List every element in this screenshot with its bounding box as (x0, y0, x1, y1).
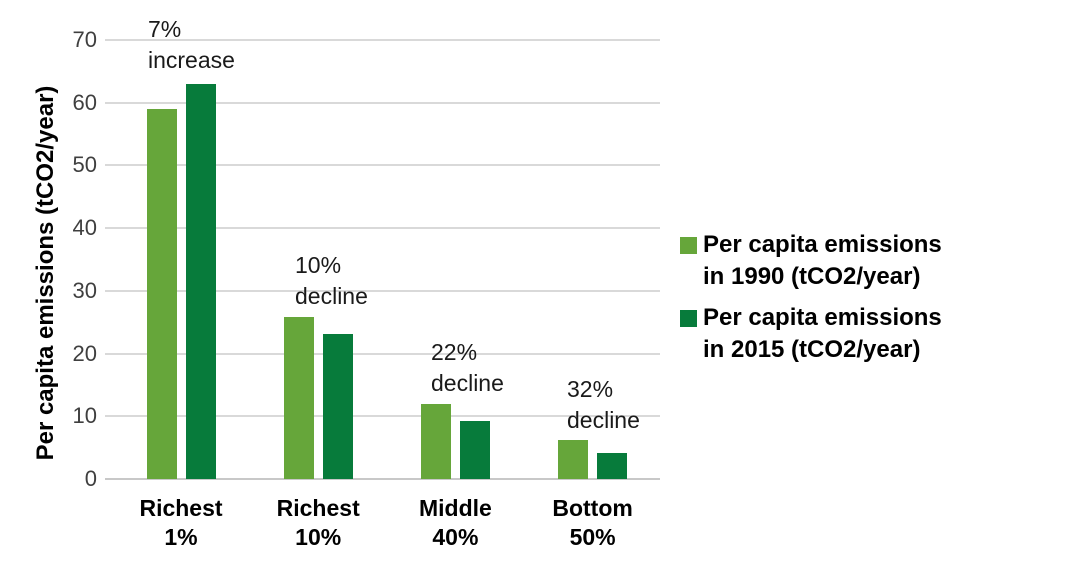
legend-item: Per capita emissions in 2015 (tCO2/year) (680, 302, 942, 366)
bar-1990-middle-40% (420, 404, 451, 479)
gridline (105, 164, 660, 167)
gridline (105, 227, 660, 230)
legend-label: Per capita emissions in 2015 (tCO2/year) (703, 304, 942, 363)
y-tick-label: 60 (72, 89, 97, 115)
gridline (105, 415, 660, 418)
bar-1990-richest-1% (146, 108, 177, 479)
bar-annotation: 10% decline (295, 252, 368, 309)
x-axis-label: Middle 40% (418, 495, 492, 550)
bar-annotation: 32% decline (567, 376, 640, 433)
legend-swatch-icon (680, 237, 697, 254)
x-axis-line (105, 478, 660, 480)
y-tick-label: 40 (72, 215, 97, 241)
bar-2015-middle-40% (459, 420, 490, 479)
gridline (105, 101, 660, 104)
y-tick-label: 70 (72, 27, 97, 52)
bar-1990-richest-10% (283, 317, 314, 479)
y-tick-label: 0 (84, 466, 97, 491)
bar-annotation: 22% decline (431, 339, 504, 396)
bar-2015-bottom-50% (597, 452, 628, 479)
y-tick-label: 10 (72, 403, 97, 429)
gridline (105, 352, 660, 355)
legend-swatch-icon (680, 310, 697, 327)
bar-1990-bottom-50% (558, 440, 589, 479)
bar-annotation: 7% increase (148, 16, 235, 73)
y-tick-label: 30 (72, 277, 97, 303)
x-axis-label: Bottom 50% (552, 495, 633, 550)
legend-label: Per capita emissions in 1990 (tCO2/year) (703, 231, 942, 290)
legend: Per capita emissions in 1990 (tCO2/year)… (680, 229, 942, 366)
y-tick-label: 50 (72, 152, 97, 178)
x-axis-label: Richest 1% (139, 495, 223, 550)
plot-area (105, 39, 660, 480)
y-tick-label: 20 (72, 340, 97, 366)
gridline (105, 39, 660, 41)
bar-2015-richest-10% (322, 333, 353, 479)
x-axis-label: Richest 10% (276, 495, 360, 550)
legend-item: Per capita emissions in 1990 (tCO2/year) (680, 229, 942, 293)
bar-2015-richest-1% (185, 83, 216, 479)
gridline (105, 289, 660, 292)
